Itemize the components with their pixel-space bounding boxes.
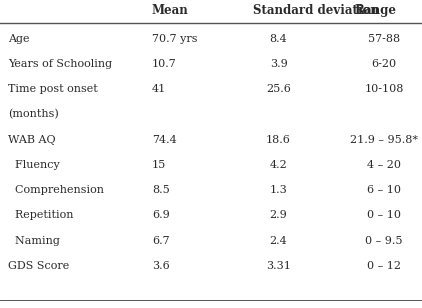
Text: 6 – 10: 6 – 10 xyxy=(367,185,401,195)
Text: 6.9: 6.9 xyxy=(152,210,170,220)
Text: 57-88: 57-88 xyxy=(368,34,400,43)
Text: 21.9 – 95.8*: 21.9 – 95.8* xyxy=(350,135,418,144)
Text: 3.6: 3.6 xyxy=(152,261,170,271)
Text: Comprehension: Comprehension xyxy=(8,185,104,195)
Text: Naming: Naming xyxy=(8,236,60,245)
Text: 18.6: 18.6 xyxy=(266,135,291,144)
Text: Mean: Mean xyxy=(152,4,189,17)
Text: 2.4: 2.4 xyxy=(270,236,287,245)
Text: 0 – 12: 0 – 12 xyxy=(367,261,401,271)
Text: 41: 41 xyxy=(152,84,166,94)
Text: 8.4: 8.4 xyxy=(270,34,287,43)
Text: 1.3: 1.3 xyxy=(270,185,287,195)
Text: Range: Range xyxy=(354,4,397,17)
Text: (months): (months) xyxy=(8,109,59,120)
Text: WAB AQ: WAB AQ xyxy=(8,135,56,144)
Text: 0 – 10: 0 – 10 xyxy=(367,210,401,220)
Text: Standard deviation: Standard deviation xyxy=(253,4,379,17)
Text: 15: 15 xyxy=(152,160,166,170)
Text: 74.4: 74.4 xyxy=(152,135,177,144)
Text: Time post onset: Time post onset xyxy=(8,84,98,94)
Text: 25.6: 25.6 xyxy=(266,84,291,94)
Text: 3.31: 3.31 xyxy=(266,261,291,271)
Text: GDS Score: GDS Score xyxy=(8,261,70,271)
Text: 4 – 20: 4 – 20 xyxy=(367,160,401,170)
Text: Fluency: Fluency xyxy=(8,160,60,170)
Text: 3.9: 3.9 xyxy=(270,59,287,69)
Text: Repetition: Repetition xyxy=(8,210,74,220)
Text: 8.5: 8.5 xyxy=(152,185,170,195)
Text: 10-108: 10-108 xyxy=(364,84,404,94)
Text: 70.7 yrs: 70.7 yrs xyxy=(152,34,197,43)
Text: Age: Age xyxy=(8,34,30,43)
Text: 6-20: 6-20 xyxy=(371,59,397,69)
Text: 4.2: 4.2 xyxy=(270,160,287,170)
Text: 6.7: 6.7 xyxy=(152,236,170,245)
Text: 10.7: 10.7 xyxy=(152,59,177,69)
Text: 2.9: 2.9 xyxy=(270,210,287,220)
Text: Years of Schooling: Years of Schooling xyxy=(8,59,113,69)
Text: 0 – 9.5: 0 – 9.5 xyxy=(365,236,403,245)
